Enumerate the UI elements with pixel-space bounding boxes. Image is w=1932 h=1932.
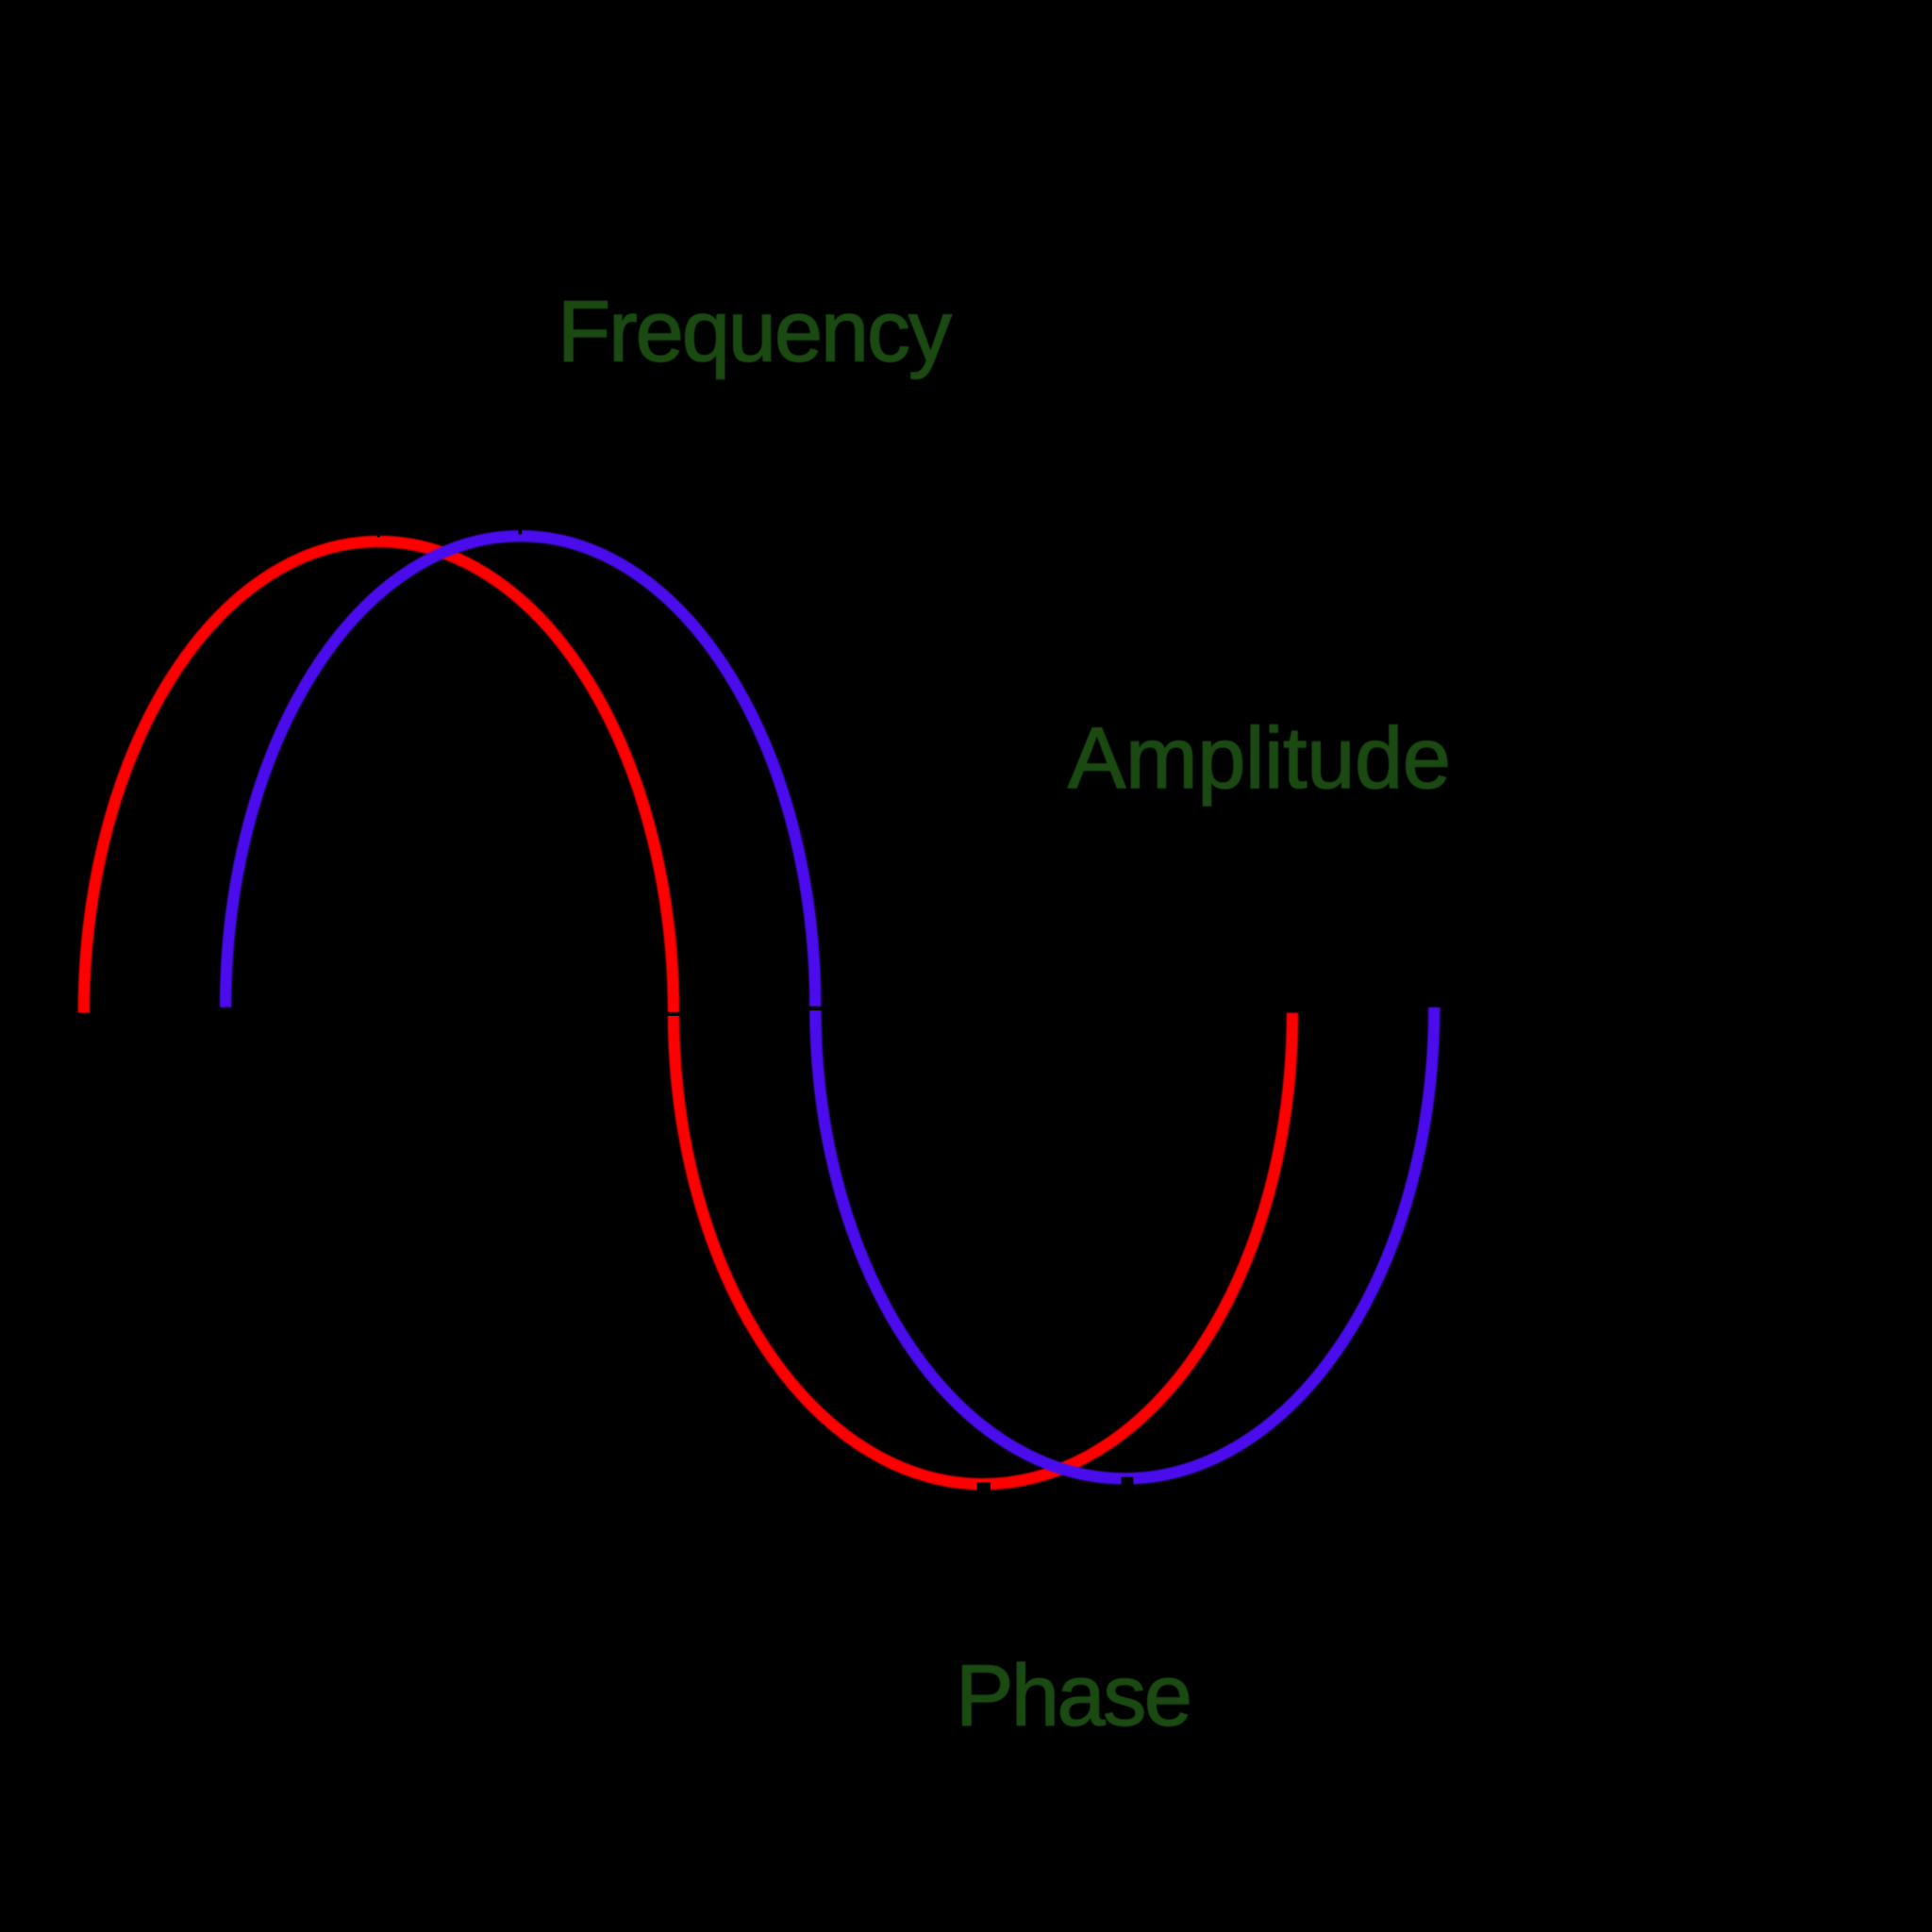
svg-text:Frequency: Frequency <box>558 284 952 380</box>
svg-text:Amplitude: Amplitude <box>1068 710 1451 807</box>
svg-text:Phase: Phase <box>956 1648 1190 1744</box>
